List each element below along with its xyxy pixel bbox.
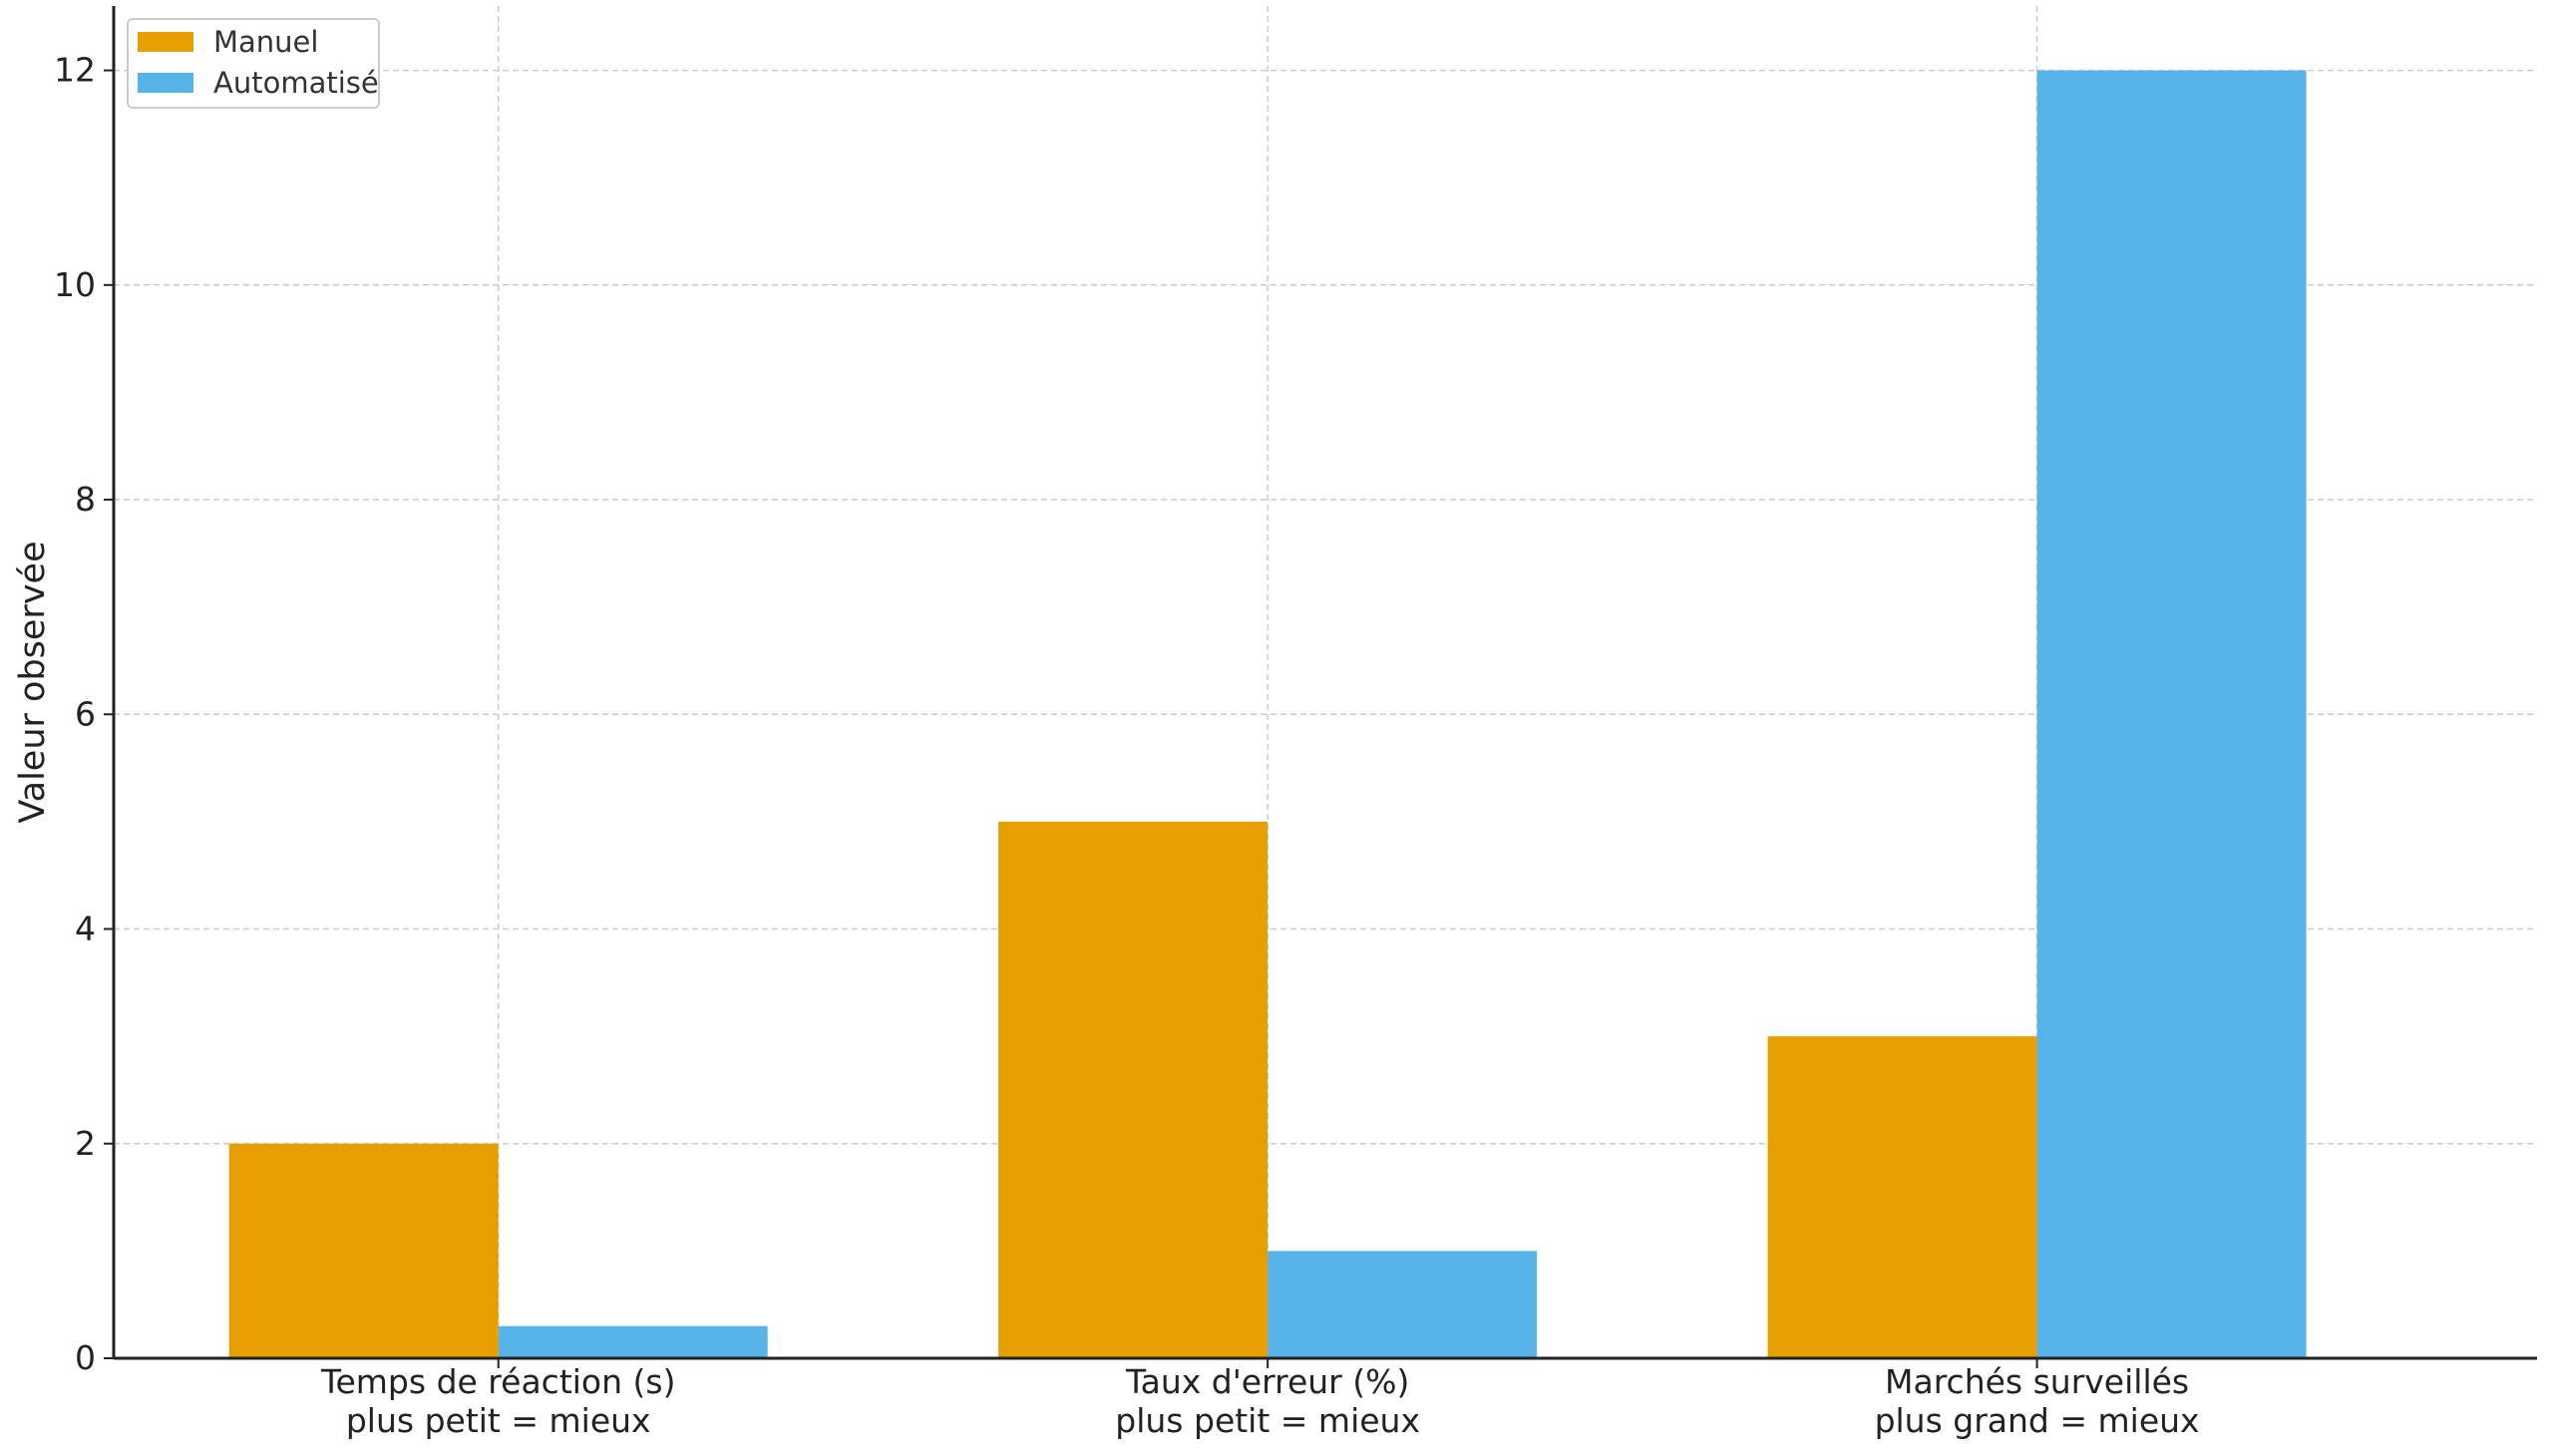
x-tick-label: Temps de réaction (s) plus petit = mieux <box>320 1362 676 1440</box>
x-tick-label-line: plus petit = mieux <box>1115 1401 1420 1440</box>
y-ticks: 0 2 4 6 8 10 12 <box>54 51 114 1377</box>
legend: Manuel Automatisé <box>127 18 380 109</box>
y-tick-label: 12 <box>54 51 96 90</box>
y-tick-label: 8 <box>75 480 96 519</box>
y-tick-label: 0 <box>75 1338 96 1377</box>
x-tick-label: Marchés surveillés plus grand = mieux <box>1875 1362 2200 1440</box>
x-tick-label-line: Taux d'erreur (%) <box>1125 1362 1409 1401</box>
y-tick-label: 4 <box>75 910 96 948</box>
legend-swatch-manuel <box>138 32 193 52</box>
bar-manuel <box>228 1143 499 1358</box>
x-tick-label: Taux d'erreur (%) plus petit = mieux <box>1115 1362 1420 1440</box>
x-tick-label-line: Marchés surveillés <box>1885 1362 2189 1401</box>
y-tick-label: 6 <box>75 694 96 733</box>
axes <box>112 6 2537 1360</box>
x-tick-label-line: plus grand = mieux <box>1875 1401 2200 1440</box>
legend-label-manuel: Manuel <box>213 25 318 59</box>
legend-swatch-automatise <box>138 73 193 93</box>
grid-lines <box>114 6 2537 1358</box>
bar-automatise <box>498 1325 768 1358</box>
legend-label-automatise: Automatisé <box>213 66 379 100</box>
bar-manuel <box>1767 1036 2037 1358</box>
x-tick-label-line: plus petit = mieux <box>346 1401 651 1440</box>
x-tick-label-line: Temps de réaction (s) <box>320 1362 676 1401</box>
bar-automatise <box>1268 1251 1538 1358</box>
x-ticks: Temps de réaction (s) plus petit = mieuxT… <box>320 1358 2200 1440</box>
y-axis-label: Valeur observée <box>13 541 53 823</box>
y-tick-label: 10 <box>54 265 96 304</box>
bar-automatise <box>2036 70 2307 1359</box>
y-tick-label: 2 <box>75 1124 96 1163</box>
bar-manuel <box>998 821 1269 1358</box>
bars <box>228 70 2307 1359</box>
